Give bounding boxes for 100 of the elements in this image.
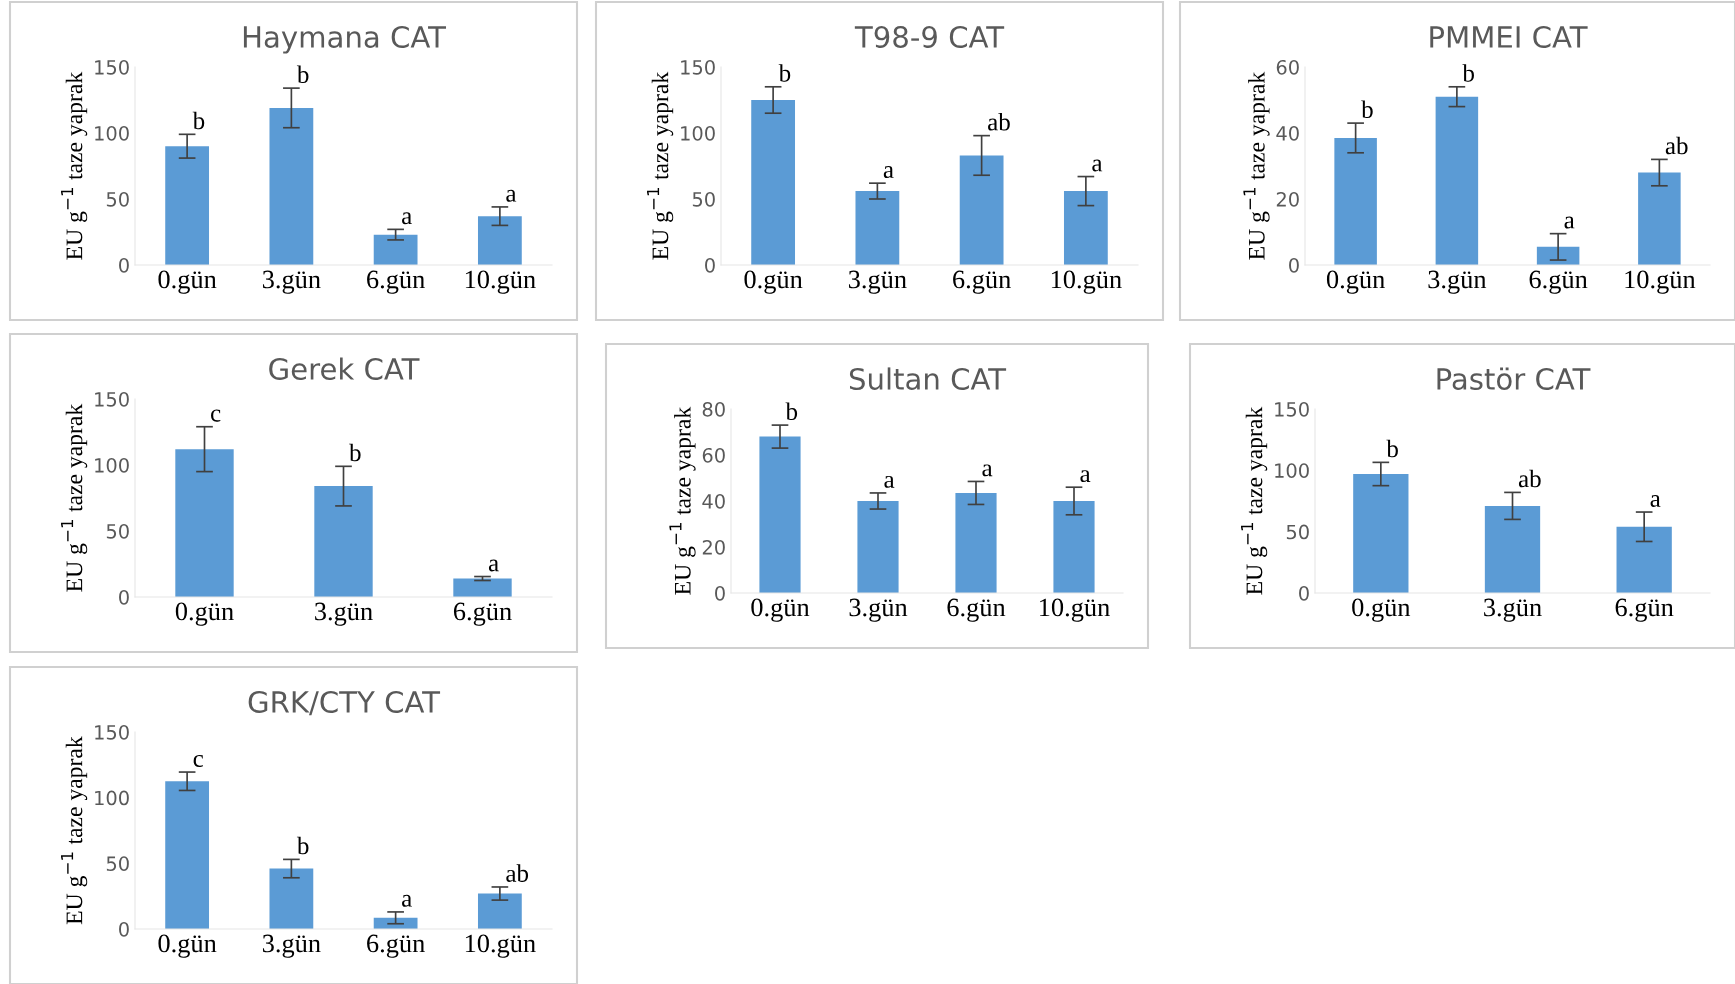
annotation: a: [883, 166, 894, 179]
y-tick-label: 60: [1276, 59, 1299, 75]
bar: [1053, 501, 1095, 593]
y-tick-label: 50: [106, 523, 129, 539]
bar: [269, 868, 314, 929]
annotation: a: [402, 212, 412, 225]
y-axis-title: EU g$^{−1}$ taze yaprak: [1241, 406, 1268, 595]
y-axis-title: EU g$^{−1}$ taze yaprak: [61, 403, 88, 592]
y-tick-label: 60: [702, 447, 725, 463]
y-tick-label: 100: [95, 457, 129, 473]
x-tick-label: 0.gün: [158, 934, 217, 958]
bar: [175, 449, 234, 597]
bar: [477, 893, 522, 929]
x-tick-label: 3.gün: [315, 602, 373, 626]
bar: [857, 501, 899, 593]
x-tick-label: 6.gün: [367, 270, 425, 294]
x-tick-label: 0.gün: [751, 598, 810, 622]
x-tick-label: 10.gün: [1625, 270, 1696, 294]
x-tick-label: 3.gün: [1428, 270, 1487, 294]
annotation: a: [402, 894, 412, 907]
y-tick-label: 100: [95, 125, 129, 141]
x-tick-label: 3.gün: [849, 598, 908, 622]
annotation: a: [1092, 159, 1103, 172]
bar: [959, 155, 1004, 265]
x-tick-label: 0.gün: [1352, 598, 1411, 622]
x-tick-label: 6.gün: [953, 270, 1011, 294]
y-tick-label: 50: [1286, 524, 1309, 540]
y-tick-label: 0: [715, 585, 725, 601]
annotation: ab: [988, 112, 1010, 131]
y-tick-label: 150: [95, 59, 129, 75]
y-tick-label: 0: [1299, 585, 1309, 601]
annotation: b: [296, 836, 309, 855]
y-tick-label: 50: [106, 856, 129, 871]
annotation: a: [1650, 494, 1661, 507]
x-tick-label: 0.gün: [158, 270, 217, 294]
chart-title: PMMEI CAT: [1430, 25, 1588, 48]
y-axis-title: EU g$^{−1}$ taze yaprak: [669, 406, 696, 595]
y-tick-label: 50: [106, 191, 129, 207]
annotation: ab: [506, 864, 529, 882]
annotation: b: [1462, 64, 1474, 82]
annotation: a: [1564, 216, 1575, 229]
annotation: c: [193, 754, 204, 767]
x-tick-label: 0.gün: [175, 602, 234, 626]
y-tick-label: 150: [681, 59, 715, 75]
y-tick-label: 0: [119, 589, 129, 605]
y-tick-label: 0: [119, 921, 129, 937]
y-tick-label: 0: [119, 257, 129, 273]
x-tick-label: 3.gün: [262, 270, 321, 294]
y-tick-label: 150: [95, 724, 129, 740]
bar: [453, 578, 512, 597]
y-tick-label: 100: [1275, 463, 1309, 478]
annotation: b: [296, 65, 309, 84]
y-tick-label: 50: [692, 191, 715, 207]
x-tick-label: 6.gün: [453, 602, 512, 626]
x-tick-label: 0.gün: [744, 270, 803, 294]
x-tick-label: 0.gün: [1326, 270, 1385, 294]
chart-title: GRK/CTY CAT: [248, 690, 441, 716]
annotation: a: [884, 475, 895, 488]
chart-title: T98-9 CAT: [854, 25, 1005, 48]
y-tick-label: 100: [95, 790, 129, 806]
y-axis-title: EU g$^{−1}$ taze yaprak: [1243, 71, 1270, 260]
annotation: a: [488, 559, 499, 572]
annotation: ab: [1665, 136, 1688, 155]
x-tick-label: 6.gün: [367, 934, 425, 958]
bar: [751, 100, 796, 265]
annotation: c: [211, 409, 221, 422]
x-tick-label: 6.gün: [1615, 598, 1674, 622]
annotation: b: [192, 111, 205, 130]
annotation: b: [349, 443, 361, 462]
bar: [1638, 172, 1681, 265]
annotation: a: [982, 464, 993, 477]
bar: [1334, 137, 1377, 265]
bar: [314, 486, 373, 597]
annotation: ab: [1518, 469, 1541, 488]
y-tick-label: 80: [702, 401, 725, 417]
x-tick-label: 10.gün: [465, 934, 536, 958]
x-tick-label: 6.gün: [947, 598, 1006, 622]
y-axis-title: EU g$^{−1}$ taze yaprak: [61, 736, 88, 925]
chart-title: Sultan CAT: [849, 367, 1007, 390]
bar: [1435, 96, 1479, 265]
annotation: a: [1080, 470, 1091, 483]
x-tick-label: 3.gün: [848, 270, 907, 294]
x-tick-label: 10.gün: [1040, 598, 1110, 622]
bar: [1616, 526, 1672, 593]
annotation: a: [506, 189, 517, 202]
chart-title: Gerek CAT: [269, 357, 420, 380]
annotation: b: [1386, 439, 1398, 458]
bar: [1353, 474, 1409, 593]
bar: [269, 107, 314, 265]
bar: [1063, 191, 1108, 265]
y-tick-label: 20: [702, 539, 725, 555]
x-tick-label: 10.gün: [1051, 270, 1122, 294]
bar: [477, 216, 522, 265]
bar: [373, 234, 418, 265]
x-tick-label: 6.gün: [1529, 270, 1588, 294]
annotation: b: [778, 64, 791, 82]
y-axis-title: EU g$^{−1}$ taze yaprak: [61, 71, 88, 260]
bar: [955, 492, 997, 593]
y-tick-label: 40: [1276, 125, 1299, 141]
annotation: b: [785, 402, 798, 421]
